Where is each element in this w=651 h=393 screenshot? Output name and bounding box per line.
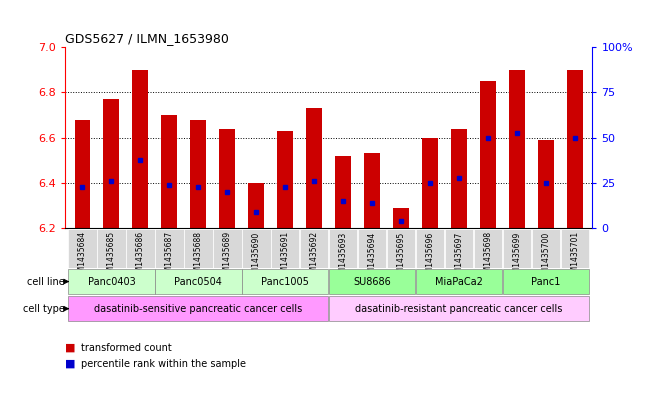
Bar [422, 138, 438, 228]
Bar [393, 208, 409, 228]
Text: Panc0504: Panc0504 [174, 277, 222, 286]
Text: GSM1435700: GSM1435700 [542, 231, 551, 283]
Bar [538, 140, 554, 228]
FancyBboxPatch shape [184, 229, 213, 268]
FancyBboxPatch shape [474, 229, 503, 268]
Text: percentile rank within the sample: percentile rank within the sample [81, 358, 246, 369]
Bar [219, 129, 235, 228]
Text: transformed count: transformed count [81, 343, 172, 353]
FancyBboxPatch shape [503, 229, 531, 268]
FancyBboxPatch shape [155, 229, 184, 268]
Bar [277, 131, 293, 228]
Text: GSM1435689: GSM1435689 [223, 231, 232, 283]
FancyBboxPatch shape [329, 229, 357, 268]
Text: MiaPaCa2: MiaPaCa2 [436, 277, 483, 286]
FancyBboxPatch shape [532, 229, 561, 268]
Text: Panc0403: Panc0403 [88, 277, 135, 286]
Bar [335, 156, 351, 228]
Bar [248, 183, 264, 228]
FancyBboxPatch shape [97, 229, 126, 268]
Bar [567, 70, 583, 228]
Text: GSM1435686: GSM1435686 [136, 231, 145, 283]
FancyBboxPatch shape [68, 296, 329, 321]
FancyBboxPatch shape [416, 269, 503, 294]
FancyBboxPatch shape [300, 229, 329, 268]
Text: Panc1005: Panc1005 [261, 277, 309, 286]
FancyBboxPatch shape [68, 269, 155, 294]
Text: GSM1435701: GSM1435701 [570, 231, 579, 283]
FancyBboxPatch shape [242, 269, 329, 294]
Bar [307, 108, 322, 228]
Bar [451, 129, 467, 228]
Text: GSM1435693: GSM1435693 [339, 231, 348, 283]
Text: dasatinib-sensitive pancreatic cancer cells: dasatinib-sensitive pancreatic cancer ce… [94, 304, 303, 314]
Text: ■: ■ [65, 343, 76, 353]
Bar [161, 115, 177, 228]
FancyBboxPatch shape [416, 229, 445, 268]
Text: Panc1: Panc1 [531, 277, 561, 286]
Text: GSM1435697: GSM1435697 [454, 231, 464, 283]
Bar [74, 119, 90, 228]
Bar [104, 99, 119, 228]
FancyBboxPatch shape [358, 229, 387, 268]
Text: cell type: cell type [23, 304, 64, 314]
FancyBboxPatch shape [387, 229, 415, 268]
Bar [365, 154, 380, 228]
Text: GDS5627 / ILMN_1653980: GDS5627 / ILMN_1653980 [65, 31, 229, 44]
FancyBboxPatch shape [329, 269, 415, 294]
Text: ■: ■ [65, 358, 76, 369]
Text: cell line: cell line [27, 277, 64, 286]
Text: GSM1435691: GSM1435691 [281, 231, 290, 283]
FancyBboxPatch shape [561, 229, 589, 268]
Text: GSM1435695: GSM1435695 [396, 231, 406, 283]
FancyBboxPatch shape [213, 229, 242, 268]
Text: GSM1435692: GSM1435692 [310, 231, 319, 283]
Text: GSM1435694: GSM1435694 [368, 231, 377, 283]
Text: GSM1435698: GSM1435698 [484, 231, 493, 283]
Text: GSM1435684: GSM1435684 [78, 231, 87, 283]
FancyBboxPatch shape [68, 229, 97, 268]
Bar [190, 119, 206, 228]
Text: GSM1435687: GSM1435687 [165, 231, 174, 283]
FancyBboxPatch shape [271, 229, 299, 268]
Bar [132, 70, 148, 228]
Text: SU8686: SU8686 [353, 277, 391, 286]
Text: GSM1435688: GSM1435688 [194, 231, 203, 282]
FancyBboxPatch shape [445, 229, 473, 268]
Text: GSM1435685: GSM1435685 [107, 231, 116, 283]
Bar [480, 81, 496, 228]
FancyBboxPatch shape [126, 229, 155, 268]
FancyBboxPatch shape [329, 296, 589, 321]
Text: GSM1435690: GSM1435690 [252, 231, 261, 283]
Text: dasatinib-resistant pancreatic cancer cells: dasatinib-resistant pancreatic cancer ce… [355, 304, 563, 314]
Text: GSM1435696: GSM1435696 [426, 231, 435, 283]
FancyBboxPatch shape [503, 269, 589, 294]
FancyBboxPatch shape [155, 269, 242, 294]
FancyBboxPatch shape [242, 229, 271, 268]
Text: GSM1435699: GSM1435699 [512, 231, 521, 283]
Bar [509, 70, 525, 228]
